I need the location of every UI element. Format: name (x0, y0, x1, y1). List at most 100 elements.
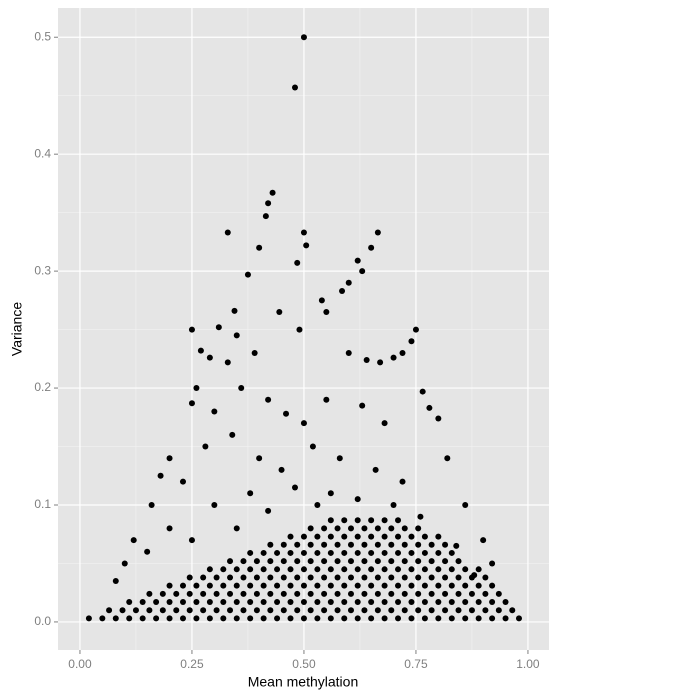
point (408, 533, 415, 540)
point (419, 388, 426, 395)
point (401, 541, 408, 548)
point (354, 566, 361, 573)
point (220, 582, 227, 589)
point (193, 615, 200, 622)
point (321, 558, 328, 565)
point (361, 558, 368, 565)
point (361, 525, 368, 532)
point (247, 615, 254, 622)
point (462, 501, 469, 508)
point (489, 615, 496, 622)
point (359, 268, 366, 275)
point (368, 599, 375, 606)
point (401, 590, 408, 597)
point (144, 548, 151, 555)
point (462, 582, 469, 589)
point (307, 590, 314, 597)
point (227, 558, 234, 565)
point (139, 599, 146, 606)
point (341, 615, 348, 622)
point (260, 615, 267, 622)
point (442, 607, 449, 614)
point (334, 590, 341, 597)
point (267, 574, 274, 581)
point (318, 297, 325, 304)
point (421, 566, 428, 573)
point (280, 607, 287, 614)
point (287, 582, 294, 589)
point (381, 533, 388, 540)
point (368, 533, 375, 540)
point (321, 541, 328, 548)
point (112, 578, 119, 585)
point (188, 400, 195, 407)
point (294, 607, 301, 614)
point (146, 607, 153, 614)
point (462, 566, 469, 573)
point (401, 607, 408, 614)
point (213, 590, 220, 597)
point (489, 560, 496, 567)
point (354, 615, 361, 622)
point (233, 566, 240, 573)
point (287, 615, 294, 622)
point (240, 590, 247, 597)
point (206, 582, 213, 589)
point (388, 574, 395, 581)
point (327, 599, 334, 606)
point (186, 590, 193, 597)
point (287, 599, 294, 606)
point (395, 615, 402, 622)
point (368, 615, 375, 622)
point (448, 566, 455, 573)
point (442, 558, 449, 565)
point (300, 582, 307, 589)
point (421, 549, 428, 556)
point (341, 533, 348, 540)
point (495, 607, 502, 614)
point (287, 533, 294, 540)
point (428, 607, 435, 614)
point (435, 599, 442, 606)
point (354, 496, 361, 503)
point (251, 349, 258, 356)
point (415, 574, 422, 581)
point (359, 402, 366, 409)
point (265, 396, 272, 403)
point (274, 582, 281, 589)
point (408, 582, 415, 589)
point (213, 607, 220, 614)
point (224, 359, 231, 366)
point (274, 566, 281, 573)
point (267, 558, 274, 565)
y-tick-label: 0.2 (34, 380, 51, 394)
point (231, 307, 238, 314)
point (99, 615, 106, 622)
point (482, 590, 489, 597)
point (179, 478, 186, 485)
point (412, 326, 419, 333)
point (435, 582, 442, 589)
point (233, 582, 240, 589)
point (428, 558, 435, 565)
point (327, 533, 334, 540)
point (307, 558, 314, 565)
point (253, 558, 260, 565)
point (341, 549, 348, 556)
point (408, 615, 415, 622)
point (489, 582, 496, 589)
point (215, 324, 222, 331)
point (247, 599, 254, 606)
point (408, 566, 415, 573)
point (323, 309, 330, 316)
point (269, 189, 276, 196)
point (294, 541, 301, 548)
point (307, 607, 314, 614)
point (509, 607, 516, 614)
point (475, 599, 482, 606)
point (475, 615, 482, 622)
point (291, 484, 298, 491)
point (341, 566, 348, 573)
point (220, 599, 227, 606)
